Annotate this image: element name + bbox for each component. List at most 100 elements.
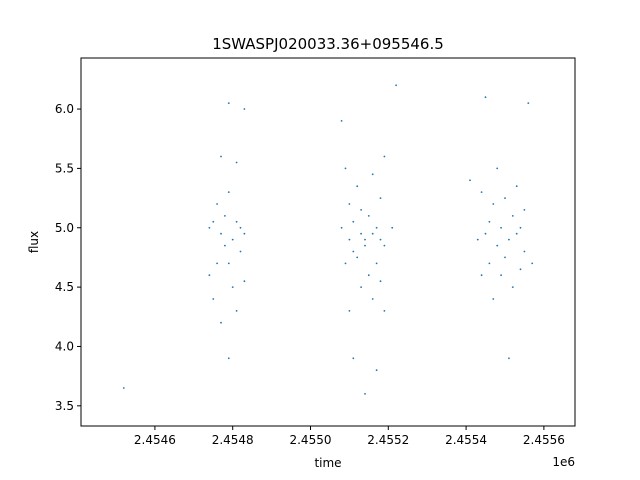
y-tick-label: 5.5 xyxy=(55,161,74,175)
data-point xyxy=(391,226,394,229)
data-point xyxy=(212,298,215,300)
x-tick-label: 2.4552 xyxy=(367,433,409,447)
data-point xyxy=(504,256,506,259)
data-point xyxy=(492,203,495,205)
data-point xyxy=(371,232,374,235)
data-point xyxy=(356,185,359,188)
x-axis-label: time xyxy=(314,456,341,470)
data-point xyxy=(235,161,238,164)
data-point xyxy=(508,238,510,241)
data-point xyxy=(531,262,534,265)
data-point xyxy=(496,244,499,247)
data-point xyxy=(488,220,491,223)
data-point xyxy=(511,215,514,217)
data-point xyxy=(348,310,351,312)
data-point xyxy=(231,286,234,288)
data-point xyxy=(476,238,479,241)
data-point xyxy=(227,102,230,104)
y-tick-label: 3.5 xyxy=(55,399,74,413)
data-point xyxy=(375,262,378,265)
plot-area-frame xyxy=(80,57,576,427)
data-point xyxy=(480,274,483,277)
data-point xyxy=(243,108,246,110)
data-point xyxy=(224,215,226,217)
data-point xyxy=(515,185,518,188)
data-point xyxy=(511,286,514,288)
data-point xyxy=(488,262,491,265)
data-point xyxy=(340,226,343,229)
data-point xyxy=(227,191,230,194)
data-point xyxy=(523,250,526,253)
x-axis-ticks: 2.4546 2.4548 2.4550 2.4552 2.4554 2.4556 xyxy=(134,426,565,447)
x-tick-label: 2.4546 xyxy=(134,433,176,447)
data-point xyxy=(360,286,362,288)
data-point xyxy=(492,298,495,300)
x-tick-label: 2.4554 xyxy=(445,433,487,447)
data-point xyxy=(360,232,362,235)
data-point xyxy=(348,238,351,241)
data-point xyxy=(216,203,219,205)
data-points xyxy=(122,84,534,395)
data-point xyxy=(383,244,386,247)
data-point xyxy=(504,197,506,200)
data-point xyxy=(243,280,246,283)
data-point xyxy=(375,369,378,372)
data-point xyxy=(239,250,242,253)
data-point xyxy=(122,387,125,389)
y-axis-label: flux xyxy=(27,231,41,253)
data-point xyxy=(500,274,502,277)
data-point xyxy=(527,102,530,104)
y-tick-label: 4.5 xyxy=(55,280,74,294)
data-point xyxy=(212,220,215,223)
chart-title: 1SWASPJ020033.36+095546.5 xyxy=(212,35,444,53)
data-point xyxy=(348,203,351,205)
data-point xyxy=(352,357,355,360)
y-axis-ticks: 3.5 4.0 4.5 5.0 5.5 6.0 xyxy=(55,102,81,413)
data-point xyxy=(484,96,487,99)
data-point xyxy=(227,357,230,360)
data-point xyxy=(519,226,522,229)
x-tick-label: 2.4556 xyxy=(523,433,565,447)
data-point xyxy=(484,232,487,235)
data-point xyxy=(340,120,343,122)
data-point xyxy=(243,232,246,235)
data-point xyxy=(364,238,366,241)
data-point xyxy=(224,244,226,247)
data-point xyxy=(480,191,483,194)
x-tick-label: 2.4548 xyxy=(212,433,254,447)
data-point xyxy=(364,244,366,247)
data-point xyxy=(500,226,502,229)
data-point xyxy=(367,274,370,277)
data-point xyxy=(519,268,522,271)
data-point xyxy=(220,321,222,324)
data-point xyxy=(356,256,359,259)
data-point xyxy=(379,197,382,200)
x-tick-label: 2.4550 xyxy=(289,433,331,447)
data-point xyxy=(496,167,499,170)
data-point xyxy=(235,220,238,223)
data-point xyxy=(344,262,347,265)
data-point xyxy=(239,226,242,229)
data-point xyxy=(352,220,355,223)
data-point xyxy=(523,209,526,211)
data-point xyxy=(469,179,471,182)
data-point xyxy=(216,262,219,265)
data-point xyxy=(371,298,374,300)
x-axis-offset-label: 1e6 xyxy=(552,455,575,469)
data-point xyxy=(352,250,355,253)
data-point xyxy=(379,280,382,283)
data-point xyxy=(383,310,386,312)
data-point xyxy=(508,357,510,360)
data-point xyxy=(383,155,386,158)
data-point xyxy=(344,167,347,170)
data-point xyxy=(379,238,382,241)
data-point xyxy=(220,155,222,158)
data-point xyxy=(227,262,230,265)
data-point xyxy=(371,173,374,176)
data-point xyxy=(220,232,222,235)
data-point xyxy=(208,226,211,229)
data-point xyxy=(364,393,366,395)
data-point xyxy=(360,209,362,211)
data-point xyxy=(515,232,518,235)
